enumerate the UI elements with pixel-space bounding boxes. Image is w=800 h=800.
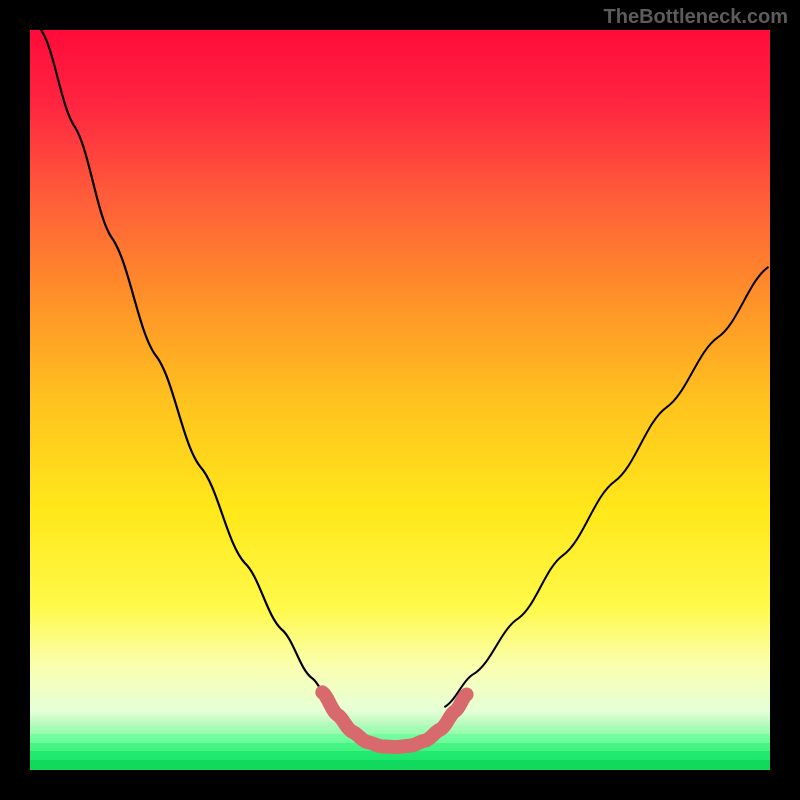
curve-right [444, 267, 768, 707]
watermark-text: TheBottleneck.com [604, 6, 788, 29]
curve-left [41, 30, 333, 707]
plot-area [30, 30, 770, 770]
curve-valley [322, 692, 466, 747]
chart-frame: TheBottleneck.com [0, 0, 800, 800]
curves-layer [30, 30, 770, 770]
